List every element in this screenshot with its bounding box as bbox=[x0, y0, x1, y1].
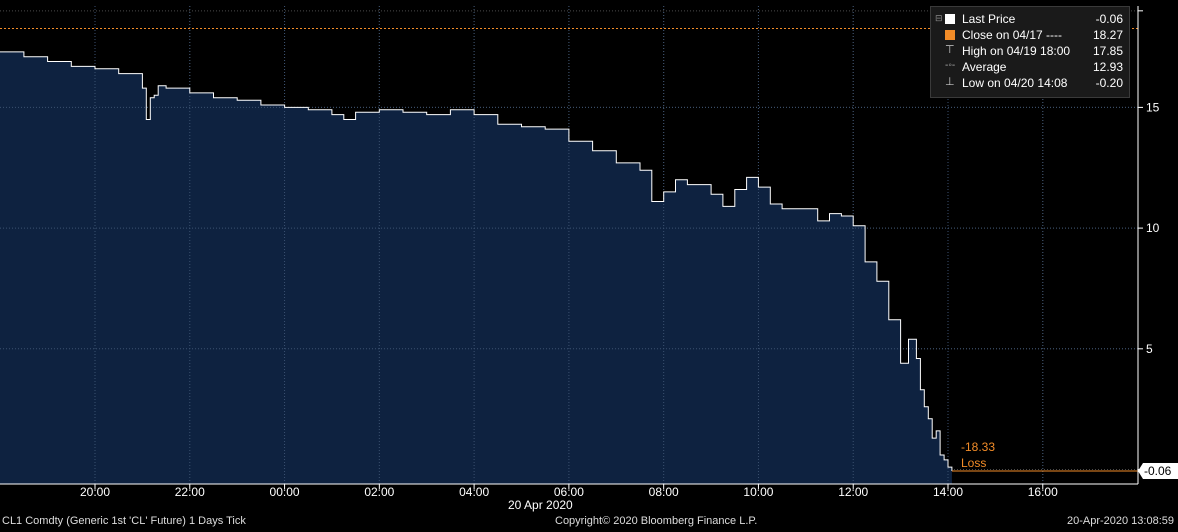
loss-label: Loss bbox=[961, 456, 986, 470]
x-tick-label: 20:00 bbox=[80, 485, 110, 499]
timestamp-text: 20-Apr-2020 13:08:59 bbox=[1066, 515, 1174, 527]
white-square-icon bbox=[945, 14, 955, 24]
x-axis: 20:00 22:00 00:00 02:00 04:00 06:00 08:00 10:00… bbox=[0, 483, 1138, 499]
x-tick-label: 06:00 bbox=[554, 485, 584, 499]
legend[interactable]: ⊟ Last Price -0.06 Close on 04/17 ---- 1… bbox=[930, 6, 1130, 98]
average-marker-icon: -◦- bbox=[945, 60, 956, 71]
legend-entry-high[interactable]: ⊤ High on 04/19 18:00 17.85 bbox=[945, 44, 1123, 58]
x-tick-label: 16:00 bbox=[1028, 485, 1058, 499]
y-axis: 5 10 15 bbox=[1137, 6, 1160, 484]
grid-lines-overlay bbox=[0, 6, 1138, 484]
x-date-label: 20 Apr 2020 bbox=[508, 498, 573, 512]
last-price-tag: -0.06 bbox=[1138, 462, 1178, 479]
x-tick-label: 00:00 bbox=[270, 485, 300, 499]
x-tick-label: 14:00 bbox=[933, 485, 963, 499]
x-tick-label: 12:00 bbox=[838, 485, 868, 499]
x-tick-label: 22:00 bbox=[175, 485, 205, 499]
loss-value: -18.33 bbox=[961, 440, 995, 454]
low-marker-icon: ⊥ bbox=[945, 76, 955, 88]
last-price-tag-label: -0.06 bbox=[1144, 464, 1172, 478]
legend-entry-average[interactable]: -◦- Average 12.93 bbox=[945, 60, 1123, 74]
y-tick-label: 10 bbox=[1146, 221, 1160, 235]
price-line bbox=[0, 51, 953, 471]
copyright-text: Copyright© 2020 Bloomberg Finance L.P. bbox=[555, 515, 758, 527]
y-tick-label: 15 bbox=[1146, 100, 1160, 114]
legend-entry-low[interactable]: ⊥ Low on 04/20 14:08 -0.20 bbox=[945, 76, 1123, 90]
security-description: CL1 Comdty (Generic 1st 'CL' Future) 1 D… bbox=[2, 515, 246, 527]
legend-entry-close[interactable]: Close on 04/17 ---- 18.27 bbox=[931, 27, 1129, 43]
legend-collapse-icon[interactable]: ⊟ bbox=[935, 13, 943, 23]
y-tick-label: 5 bbox=[1146, 342, 1153, 356]
legend-entry-last-price[interactable]: Last Price -0.06 bbox=[931, 11, 1129, 27]
orange-square-icon bbox=[945, 30, 955, 40]
x-tick-label: 10:00 bbox=[743, 485, 773, 499]
x-tick-label: 04:00 bbox=[459, 485, 489, 499]
x-tick-label: 08:00 bbox=[649, 485, 679, 499]
high-marker-icon: ⊤ bbox=[945, 44, 955, 56]
price-area bbox=[0, 51, 952, 485]
x-tick-label: 02:00 bbox=[364, 485, 394, 499]
